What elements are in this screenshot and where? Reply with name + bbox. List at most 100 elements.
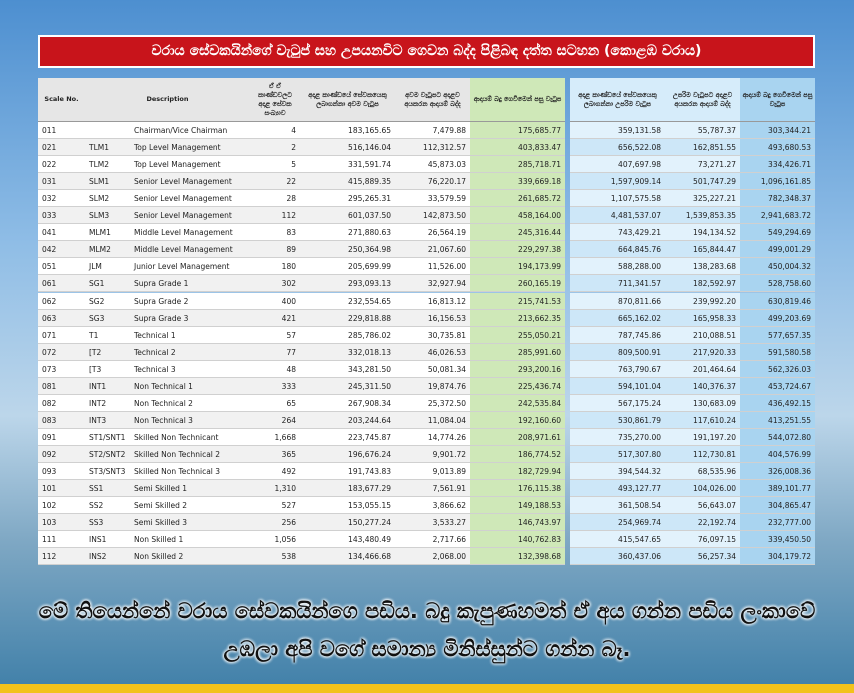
table-cell: 153,055.15 <box>300 497 395 515</box>
table-cell: 809,500.91 <box>570 343 665 361</box>
table-cell: 205,699.99 <box>300 258 395 276</box>
table-cell: 245,311.50 <box>300 377 395 395</box>
table-cell: Supra Grade 2 <box>130 292 250 310</box>
table-cell: Senior Level Management <box>130 207 250 225</box>
table-cell: 76,097.15 <box>665 531 740 549</box>
table-cell: Top Level Management <box>130 139 250 157</box>
table-cell: 493,680.53 <box>740 139 815 157</box>
table-cell: 261,685.72 <box>470 190 565 208</box>
table-cell: 092 <box>38 445 85 463</box>
table-cell: INT1 <box>85 377 130 395</box>
table-cell: 2,717.66 <box>395 531 470 549</box>
table-cell: 180 <box>250 258 300 276</box>
header-cell: අදාළ කාණ්ඩයේ සේවකයෙකු ලබාගන්නා අවම වැටුප <box>300 78 395 122</box>
table-cell: 389,101.77 <box>740 480 815 498</box>
table-cell: 404,576.99 <box>740 445 815 463</box>
table-cell: 304,865.47 <box>740 497 815 515</box>
table-cell: ST2/SNT2 <box>85 445 130 463</box>
table-cell: 245,316.44 <box>470 224 565 242</box>
header-cell: අදාළ කාණ්ඩයේ සේවකයෙකු ලබාගන්නා උපරිම වැට… <box>570 78 665 122</box>
title-bar: වරාය සේවකයින්ගේ වැටුප් සහ උපයනවිට ගෙවන බ… <box>38 35 815 68</box>
table-cell: 7,561.91 <box>395 480 470 498</box>
table-cell: 68,535.96 <box>665 463 740 481</box>
table-cell: Semi Skilled 2 <box>130 497 250 515</box>
bottom-strip <box>0 684 854 693</box>
table-cell: 4,481,537.07 <box>570 207 665 225</box>
table-cell: 16,156.53 <box>395 309 470 327</box>
table-cell: 183,165.65 <box>300 122 395 140</box>
table-cell: 011 <box>38 122 85 140</box>
table-cell: 033 <box>38 207 85 225</box>
table-cell: 134,466.68 <box>300 548 395 566</box>
table-cell: 57 <box>250 326 300 344</box>
table-cell: 499,001.29 <box>740 241 815 259</box>
table-cell: [T2 <box>85 343 130 361</box>
table-cell: 394,544.32 <box>570 463 665 481</box>
table-cell: INS2 <box>85 548 130 566</box>
table-cell: 073 <box>38 360 85 378</box>
table-cell: ST1/SNT1 <box>85 428 130 446</box>
table-cell: INT3 <box>85 411 130 429</box>
table-cell: [T3 <box>85 360 130 378</box>
table-cell: Non Technical 2 <box>130 394 250 412</box>
table-cell: 1,107,575.58 <box>570 190 665 208</box>
table-cell: 186,774.52 <box>470 445 565 463</box>
table-cell: 112,730.81 <box>665 445 740 463</box>
table-cell: T1 <box>85 326 130 344</box>
table-cell: Technical 2 <box>130 343 250 361</box>
table-cell: Senior Level Management <box>130 190 250 208</box>
table-cell: 232,554.65 <box>300 292 395 310</box>
table-cell: 1,056 <box>250 531 300 549</box>
table-cell: 65 <box>250 394 300 412</box>
table-cell: Semi Skilled 1 <box>130 480 250 498</box>
table-cell: 071 <box>38 326 85 344</box>
table-cell: Top Level Management <box>130 156 250 174</box>
table-cell: Skilled Non Technical 2 <box>130 445 250 463</box>
table-cell: 870,811.66 <box>570 292 665 310</box>
table-cell: 1,096,161.85 <box>740 173 815 191</box>
table-cell: 360,437.06 <box>570 548 665 566</box>
table-cell: 9,901.72 <box>395 445 470 463</box>
table-cell: 063 <box>38 309 85 327</box>
table-cell: 203,244.64 <box>300 411 395 429</box>
table-cell: Non Skilled 2 <box>130 548 250 566</box>
table-cell: Non Technical 3 <box>130 411 250 429</box>
table-cell: 194,134.52 <box>665 224 740 242</box>
table-cell: 325,227.21 <box>665 190 740 208</box>
table-cell: 102 <box>38 497 85 515</box>
table-cell: 191,743.83 <box>300 463 395 481</box>
table-cell: 3,533.27 <box>395 514 470 532</box>
table-cell: 2,941,683.72 <box>740 207 815 225</box>
table-cell: 239,992.20 <box>665 292 740 310</box>
table-cell: Non Technical 1 <box>130 377 250 395</box>
table-cell: 656,522.08 <box>570 139 665 157</box>
table-cell: 11,084.04 <box>395 411 470 429</box>
table-cell: 146,743.97 <box>470 514 565 532</box>
table-cell: Non Skilled 1 <box>130 531 250 549</box>
table-cell: 365 <box>250 445 300 463</box>
table-cell: 538 <box>250 548 300 566</box>
table-cell: 591,580.58 <box>740 343 815 361</box>
table-cell: 436,492.15 <box>740 394 815 412</box>
table-cell: SS2 <box>85 497 130 515</box>
table-cell: 112 <box>38 548 85 566</box>
table-cell: 83 <box>250 224 300 242</box>
table-cell: 413,251.55 <box>740 411 815 429</box>
table-cell: 664,845.76 <box>570 241 665 259</box>
table-cell: 549,294.69 <box>740 224 815 242</box>
table-cell: 303,344.21 <box>740 122 815 140</box>
table-cell: 453,724.67 <box>740 377 815 395</box>
table-cell: 567,175.24 <box>570 394 665 412</box>
table-cell: 082 <box>38 394 85 412</box>
table-cell: 331,591.74 <box>300 156 395 174</box>
table-cell: 285,718.71 <box>470 156 565 174</box>
table-cell: 528,758.60 <box>740 275 815 293</box>
table-cell: 326,008.36 <box>740 463 815 481</box>
table-cell: 031 <box>38 173 85 191</box>
table-cell: 77 <box>250 343 300 361</box>
table-cell: 544,072.80 <box>740 428 815 446</box>
table-cell: 293,093.13 <box>300 275 395 293</box>
header-cell: ආදායම් බදු ගෙවීමෙන් පසු වැටුප <box>470 78 565 122</box>
table-cell: 062 <box>38 292 85 310</box>
table-cell: Chairman/Vice Chairman <box>130 122 250 140</box>
